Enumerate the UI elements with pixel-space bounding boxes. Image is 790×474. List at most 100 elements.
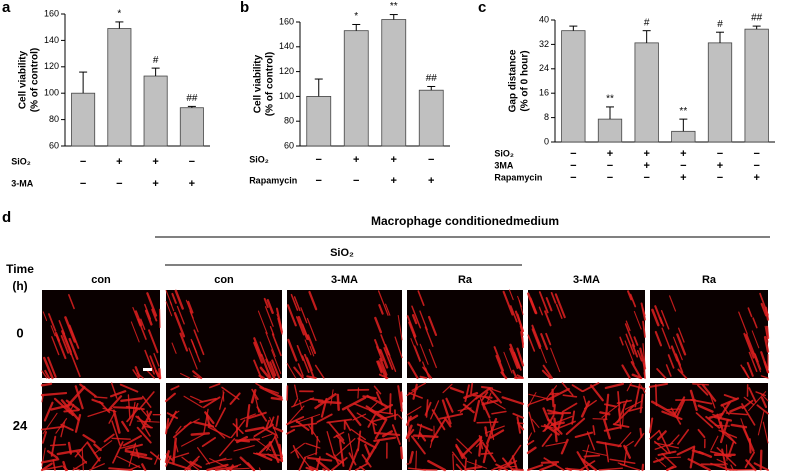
cell <box>586 431 596 451</box>
cell <box>258 467 261 471</box>
cell <box>111 420 121 446</box>
cell <box>629 293 637 308</box>
micrograph <box>286 383 404 472</box>
cell <box>108 412 115 424</box>
cell <box>516 374 524 379</box>
cell <box>675 399 686 418</box>
cell <box>201 436 216 448</box>
cell <box>378 304 384 315</box>
cell <box>168 461 192 471</box>
cell <box>546 387 570 402</box>
cell <box>583 395 588 407</box>
annotation: # <box>717 19 723 30</box>
cell <box>309 465 319 472</box>
cell <box>740 418 750 441</box>
bar <box>671 130 696 143</box>
cell <box>376 360 383 374</box>
cell <box>365 440 380 463</box>
cell <box>544 310 552 327</box>
cell <box>295 316 305 336</box>
cell <box>484 426 488 437</box>
cell <box>261 433 273 439</box>
cell <box>247 411 267 420</box>
cell <box>137 415 151 437</box>
cell <box>763 361 770 374</box>
cell <box>60 423 74 432</box>
cell <box>214 465 238 471</box>
cell <box>306 317 317 342</box>
cell <box>716 447 737 467</box>
cell <box>417 290 425 307</box>
bar <box>107 28 132 147</box>
cell <box>431 409 446 431</box>
cell <box>173 311 186 338</box>
bar <box>143 75 168 147</box>
condition-sign: + <box>607 148 613 160</box>
annotation: ** <box>606 94 614 105</box>
cell <box>743 332 755 359</box>
cell <box>748 351 758 372</box>
cell <box>290 293 299 311</box>
cell <box>144 349 155 375</box>
cell <box>697 428 706 439</box>
y-tick-label: 32 <box>539 39 549 49</box>
cell <box>729 468 738 471</box>
cell <box>481 399 499 406</box>
cell <box>495 354 505 376</box>
cell <box>676 445 696 456</box>
cell <box>601 402 622 419</box>
cell <box>633 310 642 330</box>
cell <box>640 385 646 394</box>
condition-sign: − <box>80 178 86 190</box>
cell <box>760 375 769 379</box>
cell <box>277 317 283 335</box>
cell <box>40 458 60 464</box>
cell <box>527 334 536 352</box>
cell <box>486 417 498 445</box>
cell <box>256 406 268 422</box>
cell <box>82 434 96 444</box>
cell <box>197 447 211 465</box>
cell <box>54 331 61 342</box>
cell <box>203 408 209 434</box>
cell <box>55 418 68 434</box>
cell <box>179 332 189 352</box>
cell <box>442 383 453 394</box>
cell <box>449 386 465 394</box>
cell <box>76 451 88 464</box>
cell <box>473 399 481 423</box>
cell <box>589 384 604 402</box>
cell <box>695 412 714 429</box>
cell <box>658 429 671 455</box>
cell <box>132 369 140 379</box>
cell <box>286 428 296 435</box>
cell <box>67 441 73 455</box>
condition-sign: + <box>152 178 158 190</box>
cell <box>344 420 352 432</box>
cell <box>429 438 434 448</box>
cell <box>264 306 274 327</box>
cell <box>441 399 452 425</box>
cell <box>451 451 468 471</box>
y-tick-label: 24 <box>539 63 549 73</box>
cell <box>265 331 276 357</box>
y-tick-label: 120 <box>279 66 294 76</box>
bar <box>634 42 659 143</box>
cell <box>136 426 152 444</box>
cell <box>359 465 366 471</box>
cell <box>651 308 660 327</box>
condition-name: Rapamycin <box>249 175 297 185</box>
y-tick-label: 140 <box>44 35 59 45</box>
cell <box>42 311 48 322</box>
cell <box>655 457 667 468</box>
cell <box>120 443 137 449</box>
cell <box>341 396 367 411</box>
cell <box>346 408 362 427</box>
condition-sign: − <box>570 160 576 172</box>
cell <box>374 431 401 437</box>
cell <box>183 418 200 428</box>
panel-label: d <box>2 209 11 226</box>
cell <box>631 343 639 358</box>
cell <box>295 413 321 423</box>
cell <box>452 453 455 471</box>
